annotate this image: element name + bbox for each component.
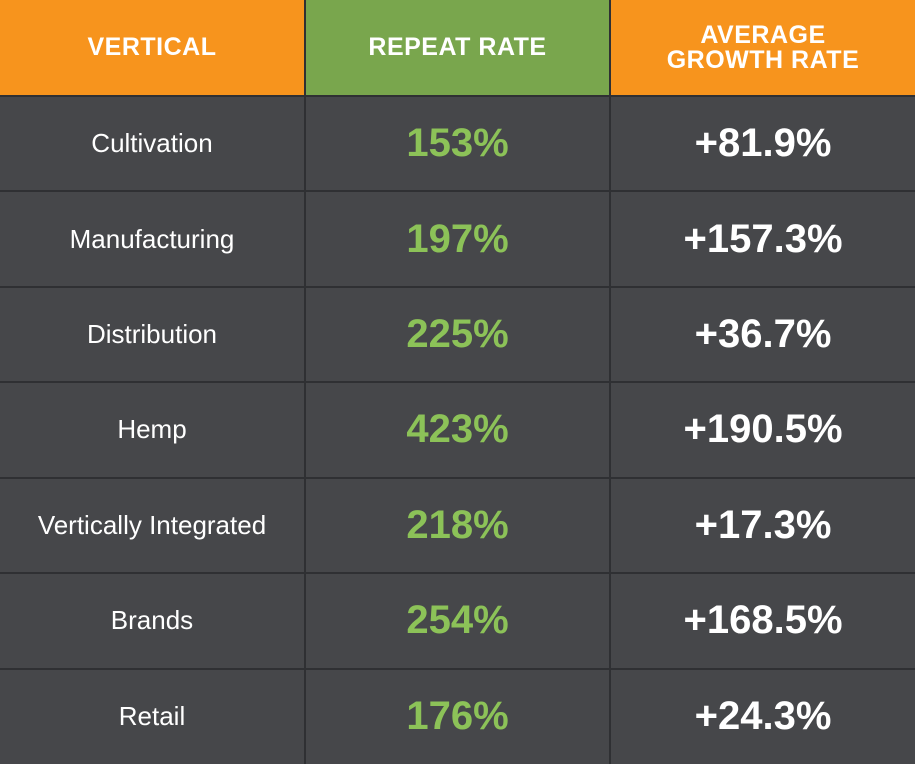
header-vertical: VERTICAL	[0, 0, 306, 97]
cell-vertical: Cultivation	[0, 94, 306, 193]
cell-average-growth-rate: +17.3%	[609, 476, 915, 575]
cell-average-growth-rate: +190.5%	[609, 381, 915, 479]
header-average-growth-rate: AVERAGE GROWTH RATE	[609, 0, 915, 97]
cell-repeat-rate: 153%	[304, 94, 611, 193]
cell-average-growth-rate: +36.7%	[609, 285, 915, 384]
cell-repeat-rate: 254%	[304, 572, 611, 670]
table-row: Distribution 225% +36.7%	[0, 285, 915, 384]
cell-vertical: Vertically Integrated	[0, 476, 306, 575]
header-growth-text: AVERAGE GROWTH RATE	[666, 20, 860, 74]
cell-repeat-rate: 225%	[304, 285, 611, 384]
cell-vertical: Retail	[0, 667, 306, 764]
table-row: Vertically Integrated 218% +17.3%	[0, 476, 915, 575]
cell-vertical: Manufacturing	[0, 190, 306, 288]
table-row: Manufacturing 197% +157.3%	[0, 190, 915, 288]
header-repeat-rate: REPEAT RATE	[304, 0, 611, 97]
table-body: Cultivation 153% +81.9% Manufacturing 197% +1…	[0, 94, 915, 764]
cell-vertical: Brands	[0, 572, 306, 670]
table-row: Brands 254% +168.5%	[0, 572, 915, 670]
cell-vertical: Distribution	[0, 285, 306, 384]
table-row: Retail 176% +24.3%	[0, 667, 915, 764]
cell-average-growth-rate: +81.9%	[609, 94, 915, 193]
cell-average-growth-rate: +24.3%	[609, 667, 915, 764]
cell-vertical: Hemp	[0, 381, 306, 479]
cell-repeat-rate: 197%	[304, 190, 611, 288]
cell-average-growth-rate: +157.3%	[609, 190, 915, 288]
header-row: VERTICAL REPEAT RATE AVERAGE GROWTH RATE	[0, 0, 915, 97]
cell-repeat-rate: 218%	[304, 476, 611, 575]
cell-average-growth-rate: +168.5%	[609, 572, 915, 670]
cell-repeat-rate: 176%	[304, 667, 611, 764]
table-row: Cultivation 153% +81.9%	[0, 94, 915, 193]
cell-repeat-rate: 423%	[304, 381, 611, 479]
table-row: Hemp 423% +190.5%	[0, 381, 915, 479]
